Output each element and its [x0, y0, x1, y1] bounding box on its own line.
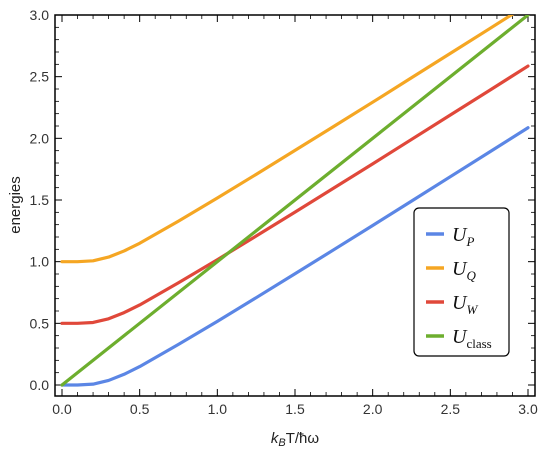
ticks: 0.0 0.5 1.0 1.5 2.0 2.5 3.0 0.0 0.5 1.0 1.5 2.0 2.5 3… — [30, 7, 538, 417]
x-tick-label: 0.0 — [52, 401, 72, 417]
legend-items: UP UQ UW Uclass — [426, 224, 492, 351]
y-tick-label: 0.0 — [30, 377, 50, 393]
x-tick-label: 3.0 — [518, 401, 538, 417]
x-axis-label-k: k — [271, 430, 280, 447]
x-axis-label-rest: T/ħω — [286, 430, 320, 447]
x-axis-label: kBT/ħω — [271, 430, 320, 449]
y-tick-label: 1.0 — [30, 254, 50, 270]
series-line-q — [60, 15, 515, 264]
x-tick-label: 2.5 — [441, 401, 461, 417]
y-tick-label: 0.5 — [30, 315, 50, 331]
legend-label-w: UW — [452, 292, 478, 317]
x-tick-label: 0.5 — [130, 401, 150, 417]
legend-label-q: UQ — [452, 258, 476, 283]
series-layer — [60, 15, 530, 387]
y-tick-label: 2.0 — [30, 130, 50, 146]
legend-label-class: Uclass — [452, 326, 492, 351]
x-tick-label: 1.0 — [208, 401, 228, 417]
y-tick-label: 3.0 — [30, 7, 50, 23]
legend-label-p: UP — [452, 224, 474, 249]
legend-box — [413, 207, 510, 357]
x-tick-label: 2.0 — [363, 401, 383, 417]
series-line-p — [60, 126, 530, 387]
x-axis-label-sub: B — [278, 437, 285, 449]
legend: UP UQ UW Uclass — [413, 207, 510, 357]
series-line-class — [60, 15, 530, 387]
y-tick-label: 2.5 — [30, 69, 50, 85]
x-tick-label: 1.5 — [285, 401, 305, 417]
y-tick-label: 1.5 — [30, 192, 50, 208]
y-axis-label: energies — [7, 176, 24, 234]
